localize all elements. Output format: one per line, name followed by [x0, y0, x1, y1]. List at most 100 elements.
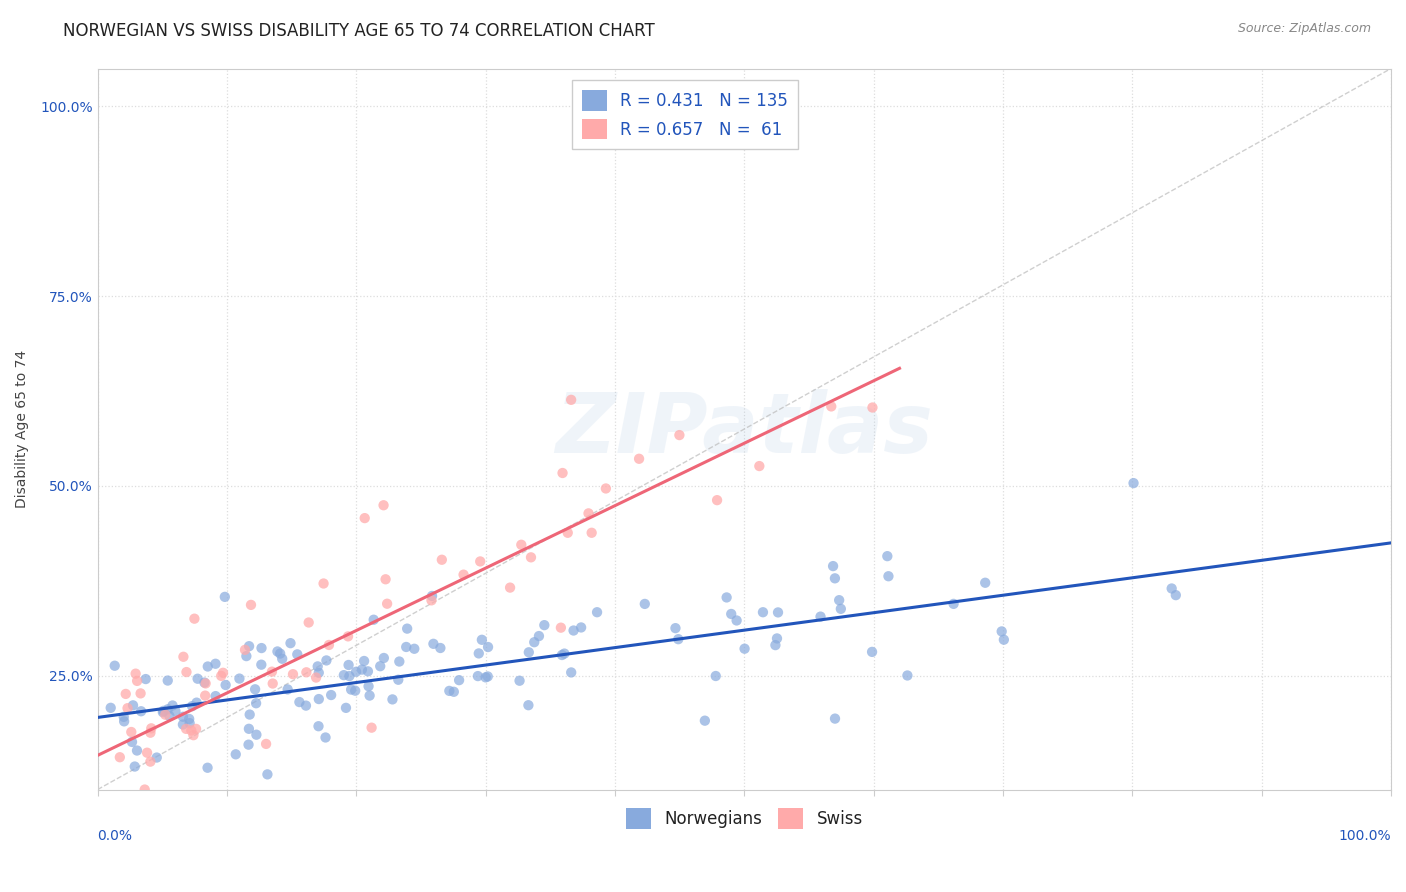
Point [666, 632, 689, 647]
Point [595, 482, 617, 496]
Point [176, 665, 198, 679]
Point [129, 686, 152, 700]
Point [374, 572, 396, 586]
Point [197, 761, 219, 775]
Point [122, 698, 145, 713]
Point [1160, 582, 1182, 596]
Point [174, 722, 197, 736]
Point [993, 632, 1015, 647]
Point [239, 707, 262, 722]
Point [664, 621, 686, 635]
Point [550, 621, 572, 635]
Point [235, 649, 257, 664]
Point [509, 673, 531, 688]
Point [233, 643, 256, 657]
Point [194, 689, 217, 703]
Point [533, 618, 555, 632]
Point [108, 750, 131, 764]
Point [734, 641, 756, 656]
Point [578, 507, 600, 521]
Point [266, 644, 288, 658]
Point [824, 712, 846, 726]
Point [114, 687, 136, 701]
Point [468, 647, 491, 661]
Point [312, 576, 335, 591]
Point [517, 698, 540, 713]
Point [141, 722, 163, 736]
Point [245, 728, 267, 742]
Point [824, 571, 846, 585]
Point [308, 665, 330, 680]
Point [569, 620, 592, 634]
Point [353, 511, 375, 525]
Text: Source: ZipAtlas.com: Source: ZipAtlas.com [1237, 22, 1371, 36]
Point [628, 451, 651, 466]
Point [285, 648, 308, 662]
Point [896, 668, 918, 682]
Point [288, 695, 311, 709]
Point [368, 659, 391, 673]
Point [557, 525, 579, 540]
Point [204, 689, 226, 703]
Point [243, 682, 266, 697]
Point [321, 688, 343, 702]
Point [449, 673, 471, 688]
Point [704, 669, 727, 683]
Point [240, 598, 263, 612]
Point [430, 553, 453, 567]
Point [453, 567, 475, 582]
Point [204, 657, 226, 671]
Point [298, 615, 321, 630]
Point [183, 728, 205, 742]
Text: 100.0%: 100.0% [1339, 830, 1391, 843]
Point [422, 637, 444, 651]
Point [139, 755, 162, 769]
Point [395, 640, 418, 654]
Point [396, 622, 419, 636]
Point [155, 707, 177, 722]
Point [308, 719, 330, 733]
Point [238, 639, 260, 653]
Point [214, 590, 236, 604]
Point [186, 696, 208, 710]
Point [136, 746, 159, 760]
Point [124, 759, 146, 773]
Point [156, 673, 179, 688]
Point [1122, 476, 1144, 491]
Point [373, 651, 395, 665]
Point [706, 493, 728, 508]
Point [350, 663, 373, 677]
Point [281, 667, 304, 681]
Point [145, 750, 167, 764]
Point [117, 701, 139, 715]
Point [830, 602, 852, 616]
Point [337, 657, 360, 672]
Point [668, 428, 690, 442]
Point [823, 559, 845, 574]
Point [499, 581, 522, 595]
Point [120, 725, 142, 739]
Point [269, 647, 291, 661]
Point [250, 657, 273, 672]
Point [104, 658, 127, 673]
Point [562, 624, 585, 638]
Point [520, 550, 543, 565]
Point [179, 716, 201, 731]
Point [344, 683, 367, 698]
Point [551, 648, 574, 662]
Point [139, 725, 162, 739]
Point [159, 709, 181, 723]
Point [172, 717, 194, 731]
Point [477, 669, 499, 683]
Point [315, 653, 337, 667]
Point [634, 597, 657, 611]
Point [974, 575, 997, 590]
Point [387, 673, 409, 687]
Point [388, 655, 411, 669]
Point [172, 710, 194, 724]
Point [250, 641, 273, 656]
Point [245, 696, 267, 710]
Point [280, 636, 302, 650]
Point [308, 692, 330, 706]
Point [260, 665, 283, 679]
